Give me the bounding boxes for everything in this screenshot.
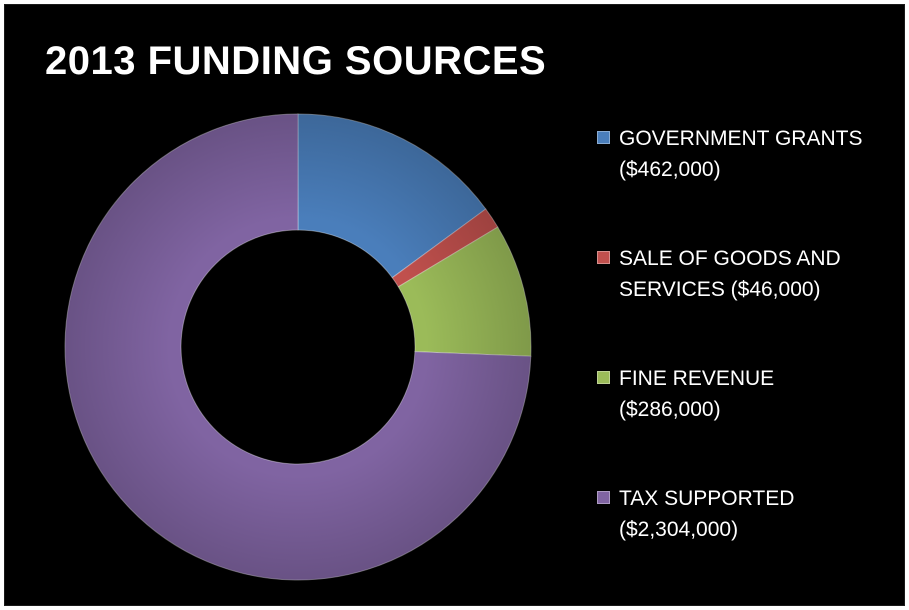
legend-label: FINE REVENUE	[619, 367, 775, 390]
legend-label: SALE OF GOODS AND	[619, 247, 841, 270]
legend-swatch-tax-supported	[597, 491, 610, 504]
ring-shading	[64, 114, 531, 580]
legend-value: ($286,000)	[619, 398, 721, 421]
legend-swatch-sale-of-goods	[597, 251, 610, 264]
chart-legend: GOVERNMENT GRANTS ($462,000) SALE OF GOO…	[597, 123, 897, 603]
legend-value: SERVICES ($46,000)	[619, 278, 821, 301]
legend-swatch-government-grants	[597, 131, 610, 144]
legend-item-fine-revenue: FINE REVENUE ($286,000)	[597, 363, 897, 483]
chart-slide: 2013 FUNDING SOURCES GOVERNMENT GRANTS (…	[4, 4, 905, 606]
legend-label: TAX SUPPORTED	[619, 487, 795, 510]
legend-swatch-fine-revenue	[597, 371, 610, 384]
legend-item-tax-supported: TAX SUPPORTED ($2,304,000)	[597, 483, 897, 603]
legend-item-sale-of-goods: SALE OF GOODS AND SERVICES ($46,000)	[597, 243, 897, 363]
legend-item-government-grants: GOVERNMENT GRANTS ($462,000)	[597, 123, 897, 243]
doughnut-chart	[64, 113, 532, 581]
legend-value: ($462,000)	[619, 158, 721, 181]
legend-label: GOVERNMENT GRANTS	[619, 127, 863, 150]
chart-title: 2013 FUNDING SOURCES	[45, 39, 547, 83]
legend-value: ($2,304,000)	[619, 518, 739, 541]
